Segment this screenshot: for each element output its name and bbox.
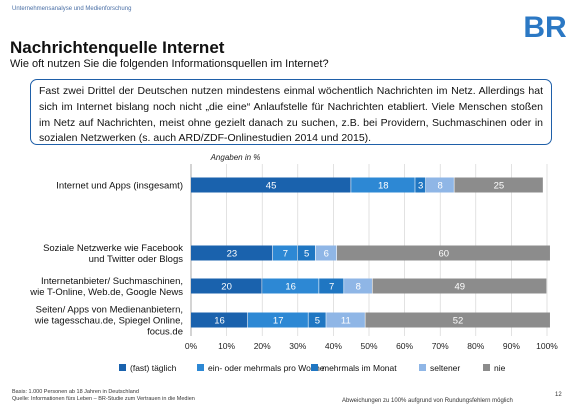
bar-segment	[272, 245, 298, 261]
footer-basis-line2: Quelle: Informationen fürs Leben – BR-St…	[12, 396, 195, 403]
footer-basis: Basis: 1.000 Personen ab 18 Jahren in De…	[12, 389, 195, 403]
legend-label: nie	[494, 363, 506, 373]
data-label: 8	[356, 282, 361, 293]
category-label: Internetanbieter/ Suchmaschinen,	[41, 276, 183, 287]
bar-segment	[365, 312, 550, 328]
bar-segment	[319, 278, 344, 294]
data-label: 52	[453, 316, 464, 327]
page-number: 12	[555, 392, 562, 398]
data-label: 5	[304, 249, 309, 260]
data-label: 16	[214, 316, 225, 327]
bar-segment	[247, 312, 308, 328]
legend-label: (fast) täglich	[130, 363, 177, 373]
data-label: 23	[227, 249, 238, 260]
data-label: 7	[283, 249, 288, 260]
br-logo: BR	[523, 11, 567, 44]
category-label: und Twitter oder Blogs	[89, 254, 184, 265]
bar-segment	[425, 177, 454, 193]
data-label: 60	[438, 249, 449, 260]
category-label: Soziale Netzwerke wie Facebook	[43, 243, 183, 254]
bar-segment	[191, 245, 273, 261]
category-label: focus.de	[147, 327, 183, 338]
x-tick-label: 80%	[467, 341, 484, 351]
legend-swatch	[483, 364, 490, 371]
legend-label: mehrmals im Monat	[322, 363, 397, 373]
legend-swatch	[119, 364, 126, 371]
bar-segment	[372, 278, 547, 294]
legend-swatch	[311, 364, 318, 371]
data-label: 25	[494, 181, 505, 192]
legend-swatch	[419, 364, 426, 371]
bar-segment	[336, 245, 550, 261]
category-label: wie tagesschau.de, Spiegel Online,	[34, 316, 183, 327]
x-tick-label: 100%	[536, 341, 558, 351]
footer-note: Abweichungen zu 100% aufgrund von Rundun…	[342, 398, 513, 404]
data-label: 20	[221, 282, 232, 293]
x-tick-label: 70%	[432, 341, 449, 351]
data-label: 11	[341, 316, 351, 327]
x-tick-label: 60%	[396, 341, 413, 351]
page-subtitle: Wie oft nutzen Sie die folgenden Informa…	[10, 58, 329, 70]
data-label: 45	[266, 181, 277, 192]
category-label: wie T-Online, Web.de, Google News	[29, 287, 183, 298]
bar-segment	[191, 278, 262, 294]
bar-segment	[351, 177, 415, 193]
data-label: 5	[315, 316, 320, 327]
data-label: 18	[378, 181, 389, 192]
bar-segment	[297, 245, 315, 261]
br-logo-text: BR	[523, 11, 567, 44]
data-label: 7	[329, 282, 334, 293]
x-tick-label: 0%	[185, 341, 198, 351]
bar-segment	[344, 278, 372, 294]
bar-segment	[454, 177, 543, 193]
data-label: 17	[273, 316, 284, 327]
legend-swatch	[197, 364, 204, 371]
bar-segment	[308, 312, 326, 328]
x-tick-label: 10%	[218, 341, 235, 351]
info-box: Fast zwei Drittel der Deutschen nutzen m…	[30, 79, 552, 145]
data-label: 8	[438, 181, 443, 192]
units-label: Angaben in %	[210, 153, 261, 162]
x-tick-label: 90%	[503, 341, 520, 351]
bar-segment	[326, 312, 365, 328]
data-label: 3	[418, 181, 423, 192]
bar-segment	[415, 177, 426, 193]
category-label: Internet und Apps (insgesamt)	[56, 181, 183, 192]
bar-segment	[315, 245, 337, 261]
x-tick-label: 20%	[254, 341, 271, 351]
legend-label: ein- oder mehrmals pro Woche	[208, 363, 325, 373]
x-tick-label: 30%	[289, 341, 306, 351]
bar-segment	[262, 278, 319, 294]
bar-segment	[191, 312, 248, 328]
category-label: Seiten/ Apps von Medienanbietern,	[36, 305, 183, 316]
x-tick-label: 40%	[325, 341, 342, 351]
data-label: 6	[324, 249, 329, 260]
data-label: 49	[454, 282, 465, 293]
header-org-name: Unternehmensanalyse und Medienforschung	[12, 6, 132, 12]
footer-basis-line1: Basis: 1.000 Personen ab 18 Jahren in De…	[12, 389, 139, 395]
legend-label: seltener	[430, 363, 460, 373]
page-title: Nachrichtenquelle Internet	[10, 38, 225, 57]
x-tick-label: 50%	[360, 341, 377, 351]
bar-segment	[191, 177, 351, 193]
data-label: 16	[285, 282, 296, 293]
